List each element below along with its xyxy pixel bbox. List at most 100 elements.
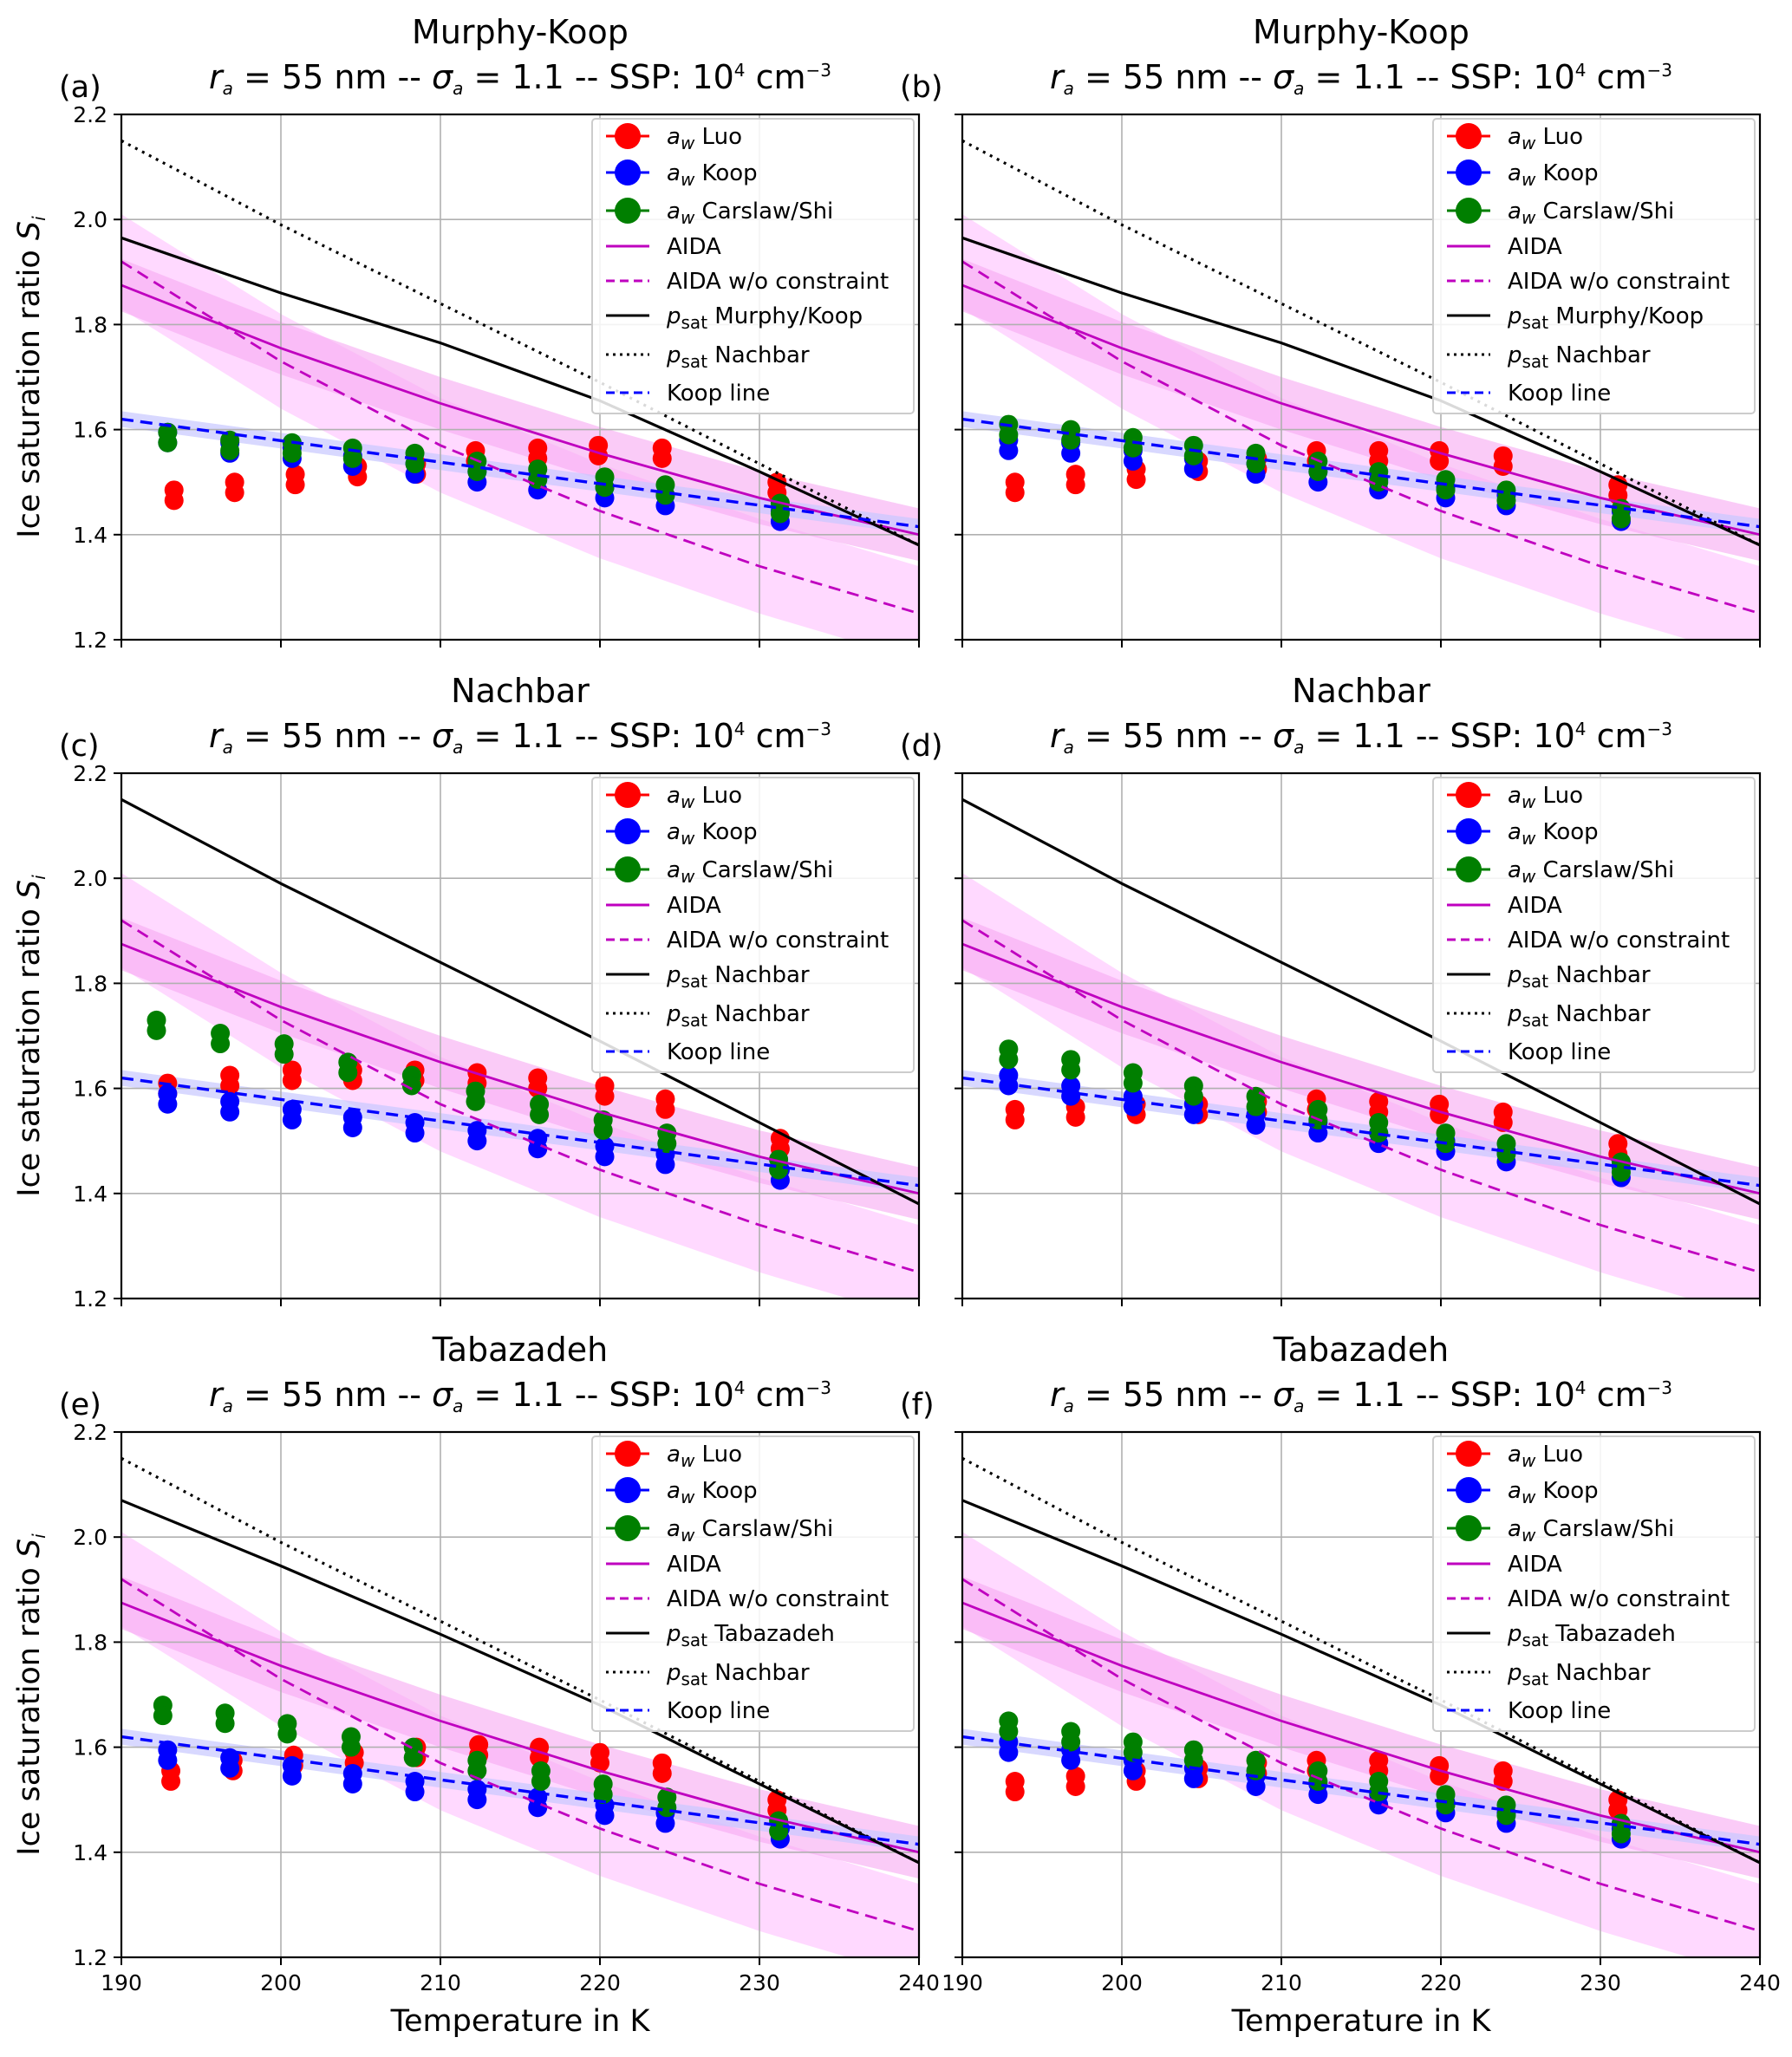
legend-text: Carslaw/Shi: [1535, 199, 1674, 225]
data-point-carslaw-shi: [466, 1091, 485, 1111]
legend-marker: [1456, 1441, 1482, 1467]
legend-marker: [615, 818, 641, 844]
legend-label: aw Luo: [1508, 124, 1583, 153]
legend-marker: [1456, 818, 1482, 844]
uncertainty-band-aida: [121, 258, 919, 562]
data-point-koop: [158, 1094, 178, 1114]
data-point-carslaw-shi: [655, 485, 675, 505]
panel-subtitle: ra = 55 nm -- σa = 1.1 -- SSP: 104 cm−3: [209, 58, 831, 99]
data-point-carslaw-shi: [593, 1121, 613, 1141]
series-line-p-sat-nachbar: [121, 139, 919, 547]
y-tick-label: 1.4: [73, 1840, 108, 1865]
legend-subscript: w: [681, 1450, 695, 1471]
legend-symbol: a: [667, 1478, 681, 1504]
data-point-luo: [655, 1099, 675, 1119]
data-point-koop: [220, 1758, 240, 1778]
data-point-carslaw-shi: [531, 1771, 551, 1791]
series-line-aida-w-o-constraint: [121, 260, 919, 615]
legend-text: Koop line: [667, 1698, 770, 1724]
legend-box: [1432, 777, 1756, 1073]
legend-label: AIDA w/o constraint: [667, 928, 889, 954]
legend-label: psat Tabazadeh: [666, 1621, 835, 1650]
legend-symbol: p: [666, 303, 681, 329]
legend-symbol: p: [666, 1001, 681, 1027]
legend-symbol: a: [1508, 857, 1522, 883]
legend-text: Tabazadeh: [1548, 1621, 1676, 1647]
data-point-carslaw-shi: [657, 1798, 677, 1818]
axes-frame: [961, 1430, 1762, 1959]
legend-label: aw Luo: [667, 783, 742, 812]
legend-subscript: w: [681, 828, 695, 849]
data-point-carslaw-shi: [274, 1045, 294, 1064]
data-point-luo: [161, 1771, 181, 1791]
legend-symbol: p: [666, 342, 681, 368]
panel-subtitle: ra = 55 nm -- σa = 1.1 -- SSP: 104 cm−3: [209, 717, 831, 758]
uncertainty-band-wide: [121, 214, 919, 640]
subtitle-exp: 4: [734, 60, 746, 81]
subtitle-r-val: = 55 nm --: [1074, 717, 1273, 755]
panel-label: (c): [59, 729, 100, 764]
legend-symbol: p: [666, 1660, 681, 1686]
data-point-koop: [999, 1742, 1019, 1762]
legend-text: AIDA: [1508, 234, 1562, 260]
subtitle-sigma-val: = 1.1 -- SSP: 10: [463, 58, 733, 96]
subtitle-sigma-val: = 1.1 -- SSP: 10: [1304, 58, 1574, 96]
data-point-koop: [220, 1102, 240, 1122]
x-tick-label: 200: [260, 1970, 302, 1995]
legend-subscript: w: [681, 866, 695, 887]
legend-label: psat Nachbar: [1507, 342, 1651, 372]
uncertainty-band-wide: [962, 214, 1760, 640]
legend-label: aw Carslaw/Shi: [667, 1516, 833, 1546]
data-point-carslaw-shi: [220, 440, 240, 460]
y-tick-label: 1.8: [73, 1630, 108, 1655]
data-point-koop: [1061, 1750, 1081, 1770]
data-point-luo: [1005, 1782, 1025, 1802]
data-point-carslaw-shi: [1183, 1750, 1203, 1770]
legend-subscript: w: [681, 169, 695, 190]
data-point-carslaw-shi: [1183, 1086, 1203, 1106]
chart-panel-e: 190 200 210 220 230 240 1.2 1.4 1.6 1.8 2.0 2.2 Taba…: [12, 1331, 940, 2039]
legend-text: Carslaw/Shi: [694, 1516, 833, 1542]
x-tick-label: 230: [739, 1970, 780, 1995]
subtitle-exp: 4: [734, 719, 746, 739]
legend-label: aw Carslaw/Shi: [667, 857, 833, 887]
legend-label: aw Luo: [667, 124, 742, 153]
series-line-aida-w-o-constraint: [962, 919, 1760, 1274]
data-point-carslaw-shi: [595, 478, 615, 498]
subtitle-r-val: = 55 nm --: [233, 717, 432, 755]
legend-text: Carslaw/Shi: [694, 199, 833, 225]
legend-symbol: a: [667, 783, 681, 809]
y-label-main: Ice saturation ratio: [12, 908, 47, 1197]
legend-label: psat Murphy/Koop: [1507, 303, 1704, 333]
data-point-carslaw-shi: [1611, 509, 1631, 529]
axes-frame: [120, 113, 921, 641]
legend-text: AIDA: [667, 893, 721, 919]
legend-label: psat Nachbar: [1507, 962, 1651, 992]
series-line-koop-line: [962, 417, 1760, 529]
data-point-koop: [1061, 443, 1081, 463]
data-point-carslaw-shi: [158, 433, 178, 452]
panel-title: Murphy-Koop: [1253, 13, 1469, 51]
data-point-carslaw-shi: [657, 1134, 677, 1154]
legend-label: Koop line: [667, 1698, 770, 1724]
data-point-koop: [405, 1782, 425, 1802]
subtitle-r-val: = 55 nm --: [233, 1376, 432, 1414]
legend-subscript: w: [1522, 791, 1536, 812]
x-axis-label: Temperature in K: [390, 2004, 651, 2039]
legend-subscript: w: [1522, 207, 1536, 228]
subtitle-unit-exp: −3: [1647, 719, 1672, 739]
legend-symbol: p: [666, 962, 681, 988]
legend-symbol: a: [1508, 819, 1522, 845]
x-tick-label: 230: [1580, 1970, 1621, 1995]
y-tick-label: 2.0: [73, 866, 108, 891]
panel-label: (d): [900, 729, 943, 764]
series-line-koop-line: [121, 417, 919, 529]
data-point-luo: [1065, 1776, 1085, 1796]
data-point-carslaw-shi: [999, 425, 1019, 445]
y-axis-label: Ice saturation ratio Si: [12, 216, 49, 538]
data-point-koop: [595, 1147, 615, 1167]
subtitle-unit-exp: −3: [1647, 1377, 1672, 1398]
legend-label: psat Tabazadeh: [1507, 1621, 1676, 1650]
y-axis-label: Ice saturation ratio Si: [12, 875, 49, 1197]
legend-symbol: p: [1507, 1001, 1522, 1027]
